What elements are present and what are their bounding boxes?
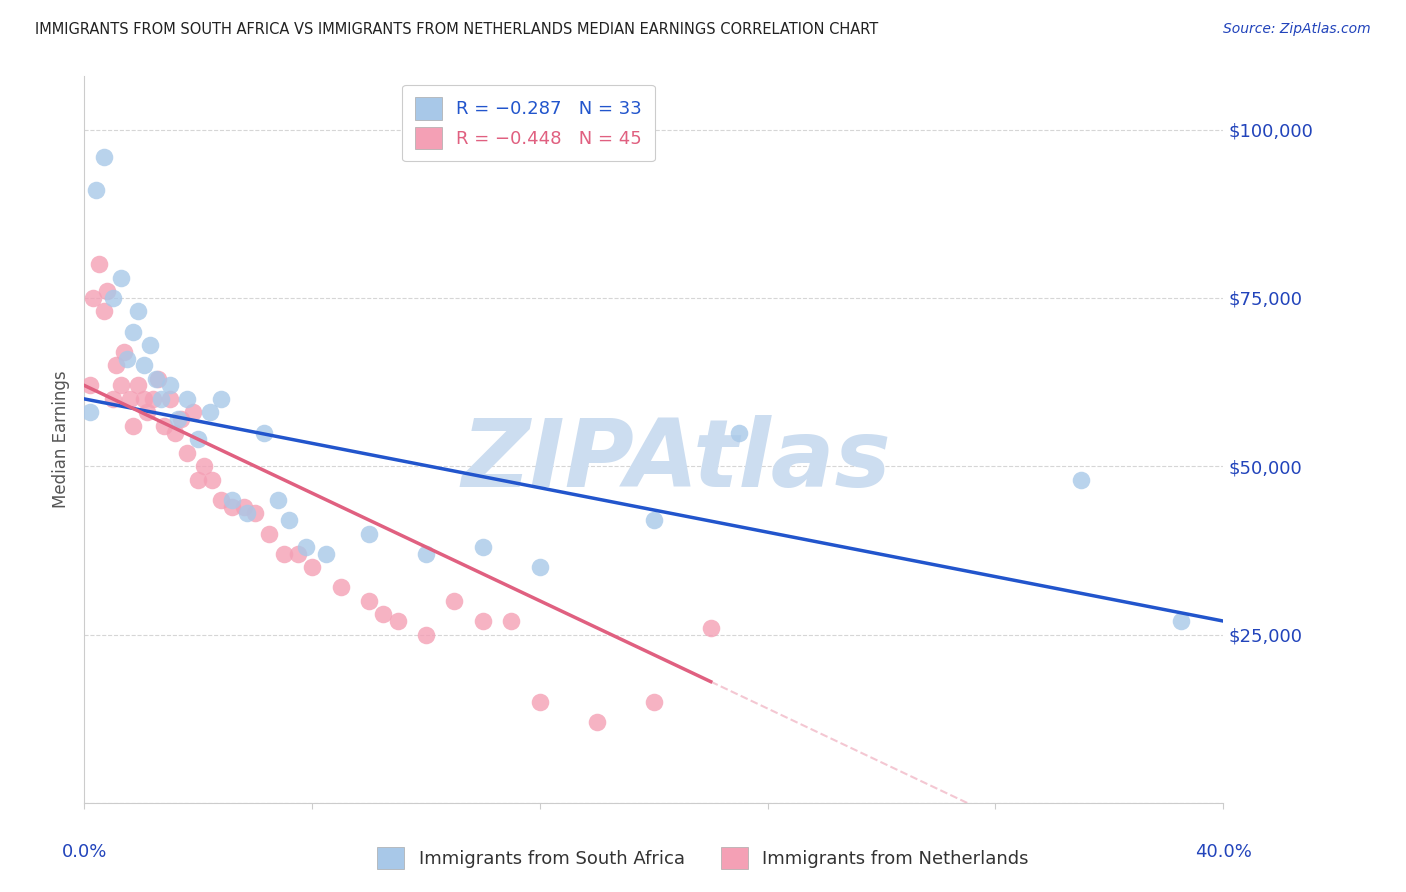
- Point: [159, 392, 181, 406]
- Point: [301, 560, 323, 574]
- Point: [79, 378, 101, 392]
- Point: [387, 614, 409, 628]
- Point: [118, 392, 141, 406]
- Point: [110, 378, 132, 392]
- Point: [134, 358, 156, 372]
- Point: [472, 540, 495, 554]
- Point: [101, 291, 124, 305]
- Point: [359, 594, 381, 608]
- Point: [586, 714, 609, 729]
- Point: [82, 291, 104, 305]
- Text: 40.0%: 40.0%: [1195, 843, 1251, 861]
- Point: [139, 338, 162, 352]
- Point: [273, 547, 295, 561]
- Point: [87, 257, 110, 271]
- Point: [501, 614, 523, 628]
- Point: [159, 378, 181, 392]
- Point: [142, 392, 165, 406]
- Point: [167, 412, 190, 426]
- Point: [201, 473, 224, 487]
- Legend: Immigrants from South Africa, Immigrants from Netherlands: Immigrants from South Africa, Immigrants…: [368, 838, 1038, 879]
- Point: [235, 507, 257, 521]
- Point: [529, 695, 551, 709]
- Point: [209, 392, 232, 406]
- Point: [295, 540, 318, 554]
- Point: [1070, 473, 1092, 487]
- Point: [121, 418, 143, 433]
- Point: [104, 358, 127, 372]
- Point: [643, 695, 665, 709]
- Legend: R = −0.287   N = 33, R = −0.448   N = 45: R = −0.287 N = 33, R = −0.448 N = 45: [402, 85, 655, 161]
- Point: [209, 492, 232, 507]
- Point: [134, 392, 156, 406]
- Point: [187, 432, 209, 446]
- Point: [110, 270, 132, 285]
- Point: [415, 627, 437, 641]
- Point: [643, 513, 665, 527]
- Point: [101, 392, 124, 406]
- Text: Source: ZipAtlas.com: Source: ZipAtlas.com: [1223, 22, 1371, 37]
- Text: 0.0%: 0.0%: [62, 843, 107, 861]
- Point: [315, 547, 337, 561]
- Point: [415, 547, 437, 561]
- Point: [253, 425, 276, 440]
- Point: [198, 405, 221, 419]
- Point: [259, 526, 281, 541]
- Point: [700, 621, 723, 635]
- Point: [267, 492, 290, 507]
- Point: [145, 372, 167, 386]
- Point: [148, 372, 170, 386]
- Point: [79, 405, 101, 419]
- Point: [150, 392, 173, 406]
- Point: [93, 304, 115, 318]
- Point: [245, 507, 267, 521]
- Point: [181, 405, 204, 419]
- Point: [153, 418, 176, 433]
- Point: [287, 547, 309, 561]
- Text: IMMIGRANTS FROM SOUTH AFRICA VS IMMIGRANTS FROM NETHERLANDS MEDIAN EARNINGS CORR: IMMIGRANTS FROM SOUTH AFRICA VS IMMIGRAN…: [35, 22, 879, 37]
- Text: ZIPAtlas: ZIPAtlas: [461, 415, 891, 508]
- Point: [329, 581, 352, 595]
- Point: [728, 425, 751, 440]
- Point: [472, 614, 495, 628]
- Point: [127, 304, 149, 318]
- Point: [170, 412, 193, 426]
- Point: [127, 378, 149, 392]
- Point: [176, 392, 198, 406]
- Point: [1170, 614, 1192, 628]
- Point: [165, 425, 187, 440]
- Point: [221, 492, 243, 507]
- Point: [359, 526, 381, 541]
- Point: [529, 560, 551, 574]
- Point: [112, 344, 135, 359]
- Y-axis label: Median Earnings: Median Earnings: [52, 370, 70, 508]
- Point: [136, 405, 159, 419]
- Point: [96, 284, 118, 298]
- Point: [84, 183, 107, 197]
- Point: [176, 446, 198, 460]
- Point: [115, 351, 138, 366]
- Point: [93, 150, 115, 164]
- Point: [121, 325, 143, 339]
- Point: [193, 459, 215, 474]
- Point: [373, 607, 395, 622]
- Point: [232, 500, 254, 514]
- Point: [278, 513, 301, 527]
- Point: [443, 594, 465, 608]
- Point: [187, 473, 209, 487]
- Point: [221, 500, 243, 514]
